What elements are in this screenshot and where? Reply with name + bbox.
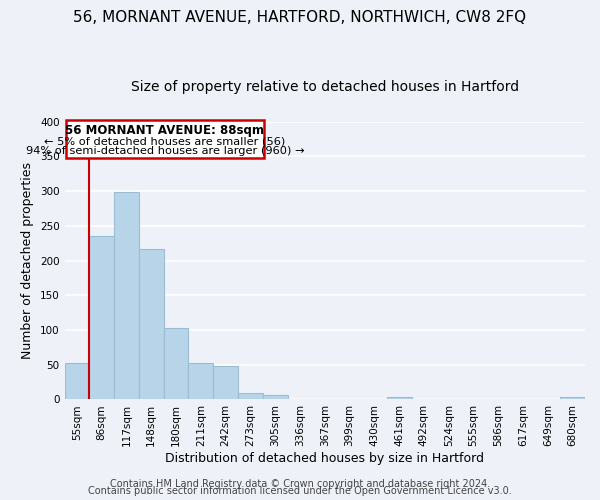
Bar bbox=[263, 396, 287, 400]
Text: ← 5% of detached houses are smaller (56): ← 5% of detached houses are smaller (56) bbox=[44, 136, 286, 146]
Bar bbox=[387, 396, 412, 400]
Title: Size of property relative to detached houses in Hartford: Size of property relative to detached ho… bbox=[131, 80, 519, 94]
X-axis label: Distribution of detached houses by size in Hartford: Distribution of detached houses by size … bbox=[165, 452, 484, 465]
Bar bbox=[114, 192, 139, 400]
Text: 56, MORNANT AVENUE, HARTFORD, NORTHWICH, CW8 2FQ: 56, MORNANT AVENUE, HARTFORD, NORTHWICH,… bbox=[73, 10, 527, 25]
Text: 94% of semi-detached houses are larger (960) →: 94% of semi-detached houses are larger (… bbox=[26, 146, 304, 156]
Y-axis label: Number of detached properties: Number of detached properties bbox=[22, 162, 34, 359]
Bar bbox=[213, 366, 238, 400]
Bar bbox=[238, 392, 263, 400]
Text: Contains HM Land Registry data © Crown copyright and database right 2024.: Contains HM Land Registry data © Crown c… bbox=[110, 479, 490, 489]
Bar bbox=[89, 236, 114, 400]
Bar bbox=[139, 248, 164, 400]
Text: Contains public sector information licensed under the Open Government Licence v3: Contains public sector information licen… bbox=[88, 486, 512, 496]
Bar bbox=[188, 364, 213, 400]
Bar bbox=[560, 396, 585, 400]
Text: 56 MORNANT AVENUE: 88sqm: 56 MORNANT AVENUE: 88sqm bbox=[65, 124, 265, 136]
FancyBboxPatch shape bbox=[66, 120, 264, 158]
Bar bbox=[164, 328, 188, 400]
Bar bbox=[65, 362, 89, 400]
